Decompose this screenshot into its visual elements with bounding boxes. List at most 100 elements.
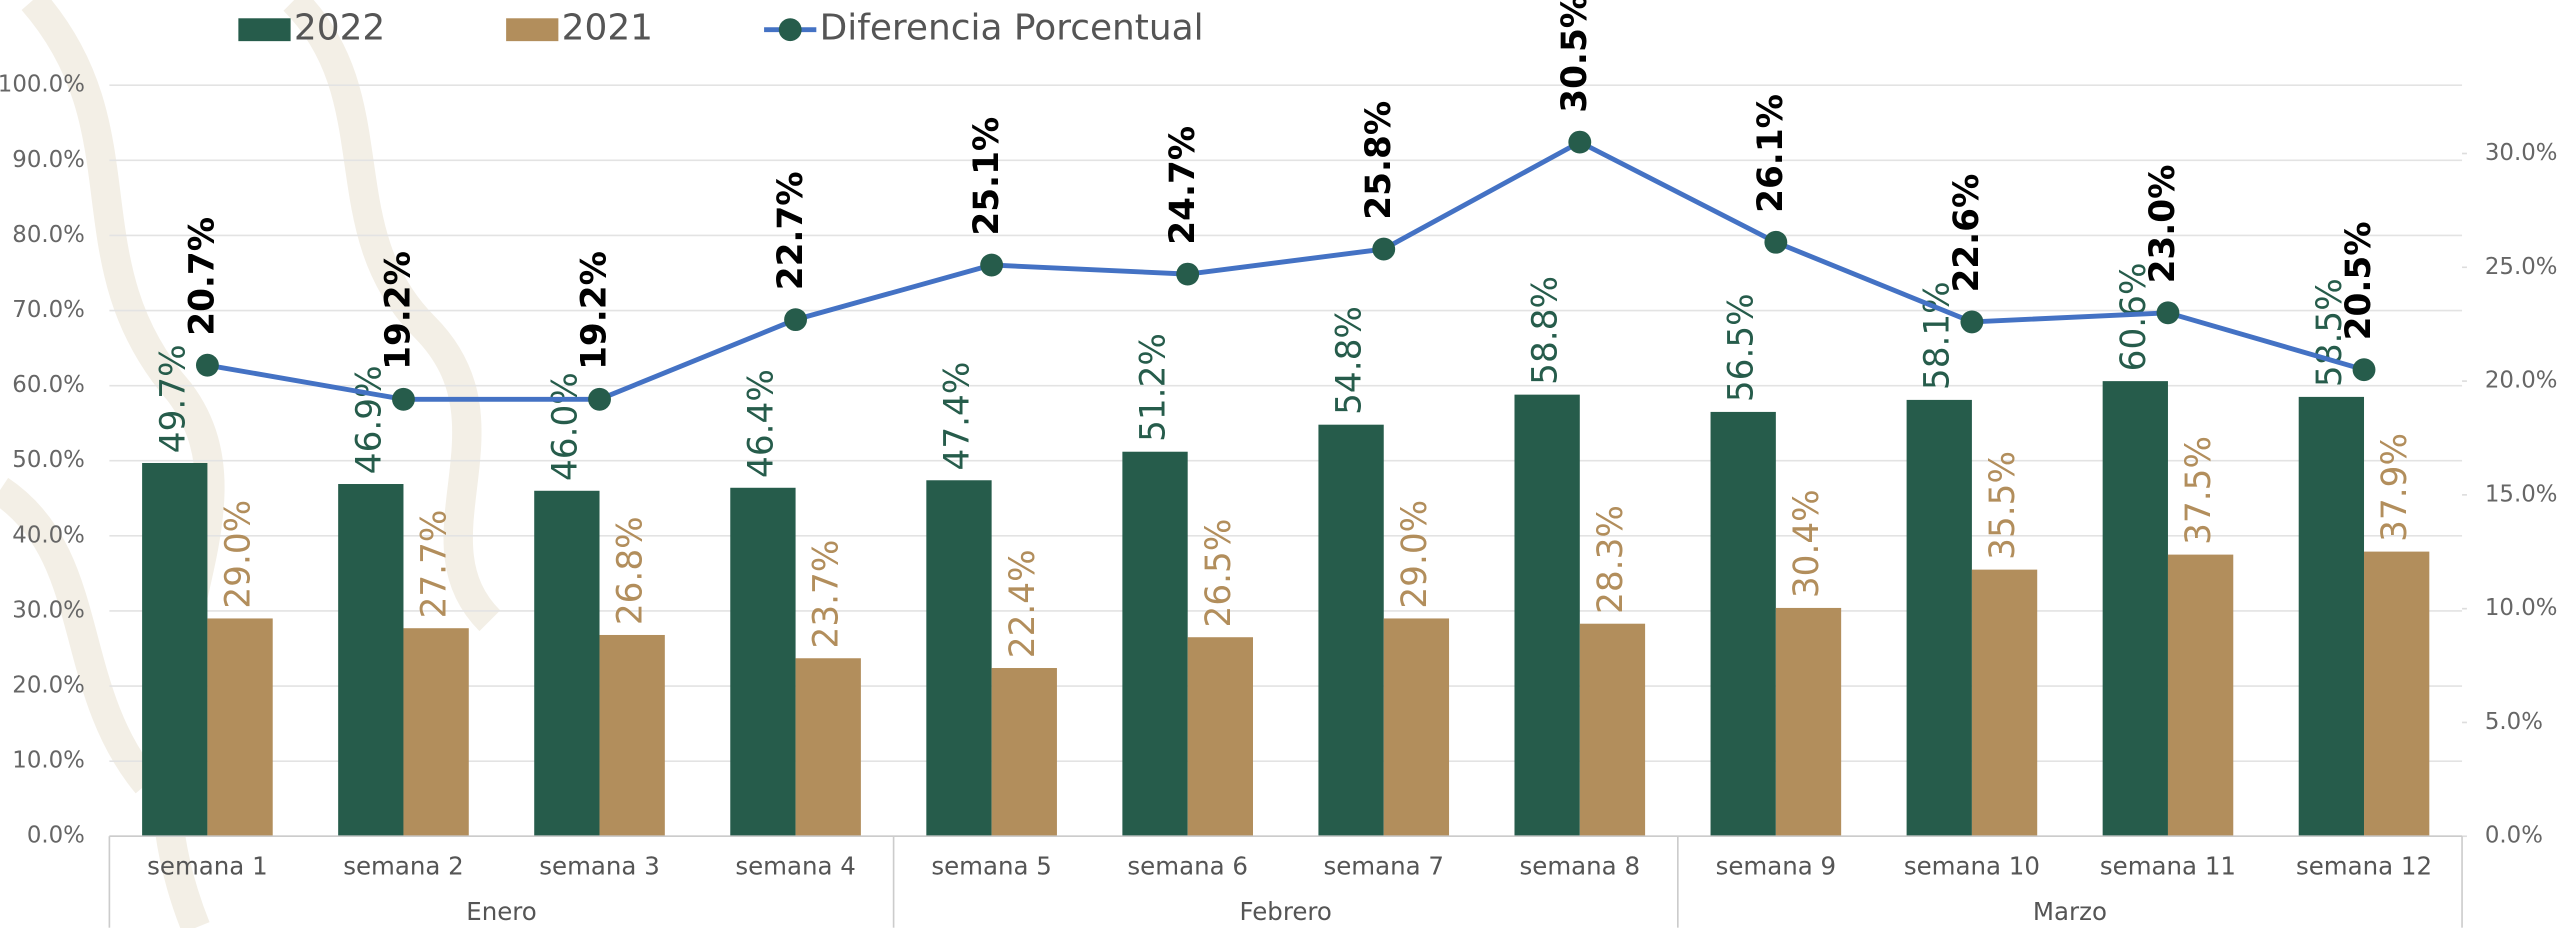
legend-label: 2021	[562, 8, 653, 49]
line-marker	[1764, 230, 1788, 254]
x-tick-label: semana 7	[1323, 851, 1443, 880]
y2-tick-label: 5.0%	[2485, 709, 2543, 735]
y-tick-label: 60.0%	[12, 372, 85, 398]
bar	[599, 634, 665, 837]
data-label: 23.0%	[2143, 165, 2183, 284]
data-label: 30.4%	[1787, 489, 1827, 598]
line-marker	[2352, 358, 2376, 382]
line-marker	[784, 308, 808, 332]
y-tick-label: 30.0%	[12, 597, 85, 623]
x-tick-label: semana 6	[1127, 851, 1247, 880]
data-label: 26.1%	[1751, 94, 1791, 213]
y-tick-label: 100.0%	[0, 72, 85, 98]
line-marker	[195, 353, 219, 377]
x-tick-label: semana 9	[1716, 851, 1836, 880]
group-label: Febrero	[1240, 897, 1332, 926]
y-tick-label: 80.0%	[12, 222, 85, 248]
data-label: 46.9%	[349, 365, 389, 474]
data-label: 27.7%	[415, 510, 455, 619]
data-label: 22.7%	[771, 171, 811, 290]
bar	[795, 658, 861, 837]
line-marker	[980, 253, 1004, 277]
data-label: 46.4%	[741, 369, 781, 478]
line-marker	[1176, 262, 1200, 286]
bar	[1318, 424, 1384, 837]
data-label: 26.8%	[611, 516, 651, 625]
bar	[1710, 411, 1776, 837]
data-label: 49.7%	[153, 344, 193, 453]
legend-label: 2022	[294, 8, 385, 49]
data-label: 19.2%	[575, 251, 615, 370]
bar	[2298, 396, 2365, 837]
bar	[1383, 618, 1450, 837]
legend-swatch	[238, 18, 291, 42]
data-label: 29.0%	[1395, 500, 1435, 609]
y2-tick-label: 15.0%	[2485, 481, 2558, 507]
bar	[1122, 451, 1188, 837]
group-label: Marzo	[2033, 897, 2107, 926]
data-label: 20.7%	[183, 217, 223, 336]
x-tick-label: semana 1	[147, 851, 267, 880]
bar	[207, 618, 273, 837]
line	[206, 139, 2365, 402]
data-label: 22.4%	[1003, 549, 1043, 658]
y-tick-label: 40.0%	[12, 522, 85, 548]
bar	[1579, 623, 1646, 837]
data-label: 29.0%	[219, 500, 259, 609]
data-label: 20.5%	[2339, 221, 2379, 340]
line-marker	[1960, 310, 1984, 334]
line-marker	[1568, 130, 1592, 154]
x-tick-label: semana 8	[1520, 851, 1640, 880]
data-label: 22.6%	[1947, 174, 1987, 293]
legend-swatch	[506, 18, 559, 42]
bar	[1775, 607, 1842, 837]
data-label: 25.1%	[967, 117, 1007, 236]
data-label: 58.5%	[2310, 278, 2350, 387]
x-tick-label: semana 12	[2296, 851, 2432, 880]
bar	[926, 480, 992, 837]
group-label: Enero	[466, 897, 537, 926]
y2-tick-label: 10.0%	[2485, 595, 2558, 621]
bar	[730, 487, 796, 837]
bar	[2102, 381, 2168, 837]
x-tick-label: semana 10	[1904, 851, 2040, 880]
bar	[2167, 554, 2234, 837]
data-label: 54.8%	[1330, 306, 1370, 415]
line-marker	[2156, 301, 2180, 325]
y-tick-label: 10.0%	[12, 748, 85, 774]
y-tick-label: 70.0%	[12, 297, 85, 323]
y2-tick-label: 0.0%	[2485, 823, 2543, 849]
bar	[1906, 399, 1972, 837]
bar	[1187, 637, 1253, 837]
data-label: 35.5%	[1983, 451, 2023, 560]
bar	[2364, 551, 2430, 837]
line-marker	[1372, 237, 1396, 261]
data-label: 30.5%	[1555, 0, 1595, 113]
line-marker	[588, 387, 611, 411]
bar	[1514, 394, 1580, 837]
legend-label: Diferencia Porcentual	[820, 8, 1204, 49]
line-marker	[392, 387, 415, 411]
data-label: 58.1%	[1918, 281, 1958, 390]
bar	[403, 628, 469, 837]
legend-marker	[778, 18, 802, 42]
data-label: 46.0%	[545, 372, 585, 481]
y2-tick-label: 20.0%	[2485, 368, 2558, 394]
data-label: 25.8%	[1359, 101, 1399, 220]
data-label: 37.9%	[2375, 433, 2415, 542]
y-tick-label: 90.0%	[12, 147, 85, 173]
data-label: 47.4%	[937, 362, 977, 471]
data-label: 26.5%	[1199, 519, 1239, 628]
bar	[534, 490, 600, 837]
y-tick-label: 0.0%	[27, 823, 85, 849]
data-label: 51.2%	[1134, 333, 1174, 442]
data-label: 23.7%	[807, 540, 847, 649]
bar	[142, 462, 208, 837]
data-label: 28.3%	[1591, 505, 1631, 614]
x-tick-label: semana 5	[931, 851, 1051, 880]
x-tick-label: semana 2	[343, 851, 463, 880]
data-label: 37.5%	[2179, 436, 2219, 545]
x-tick-label: semana 4	[735, 851, 855, 880]
